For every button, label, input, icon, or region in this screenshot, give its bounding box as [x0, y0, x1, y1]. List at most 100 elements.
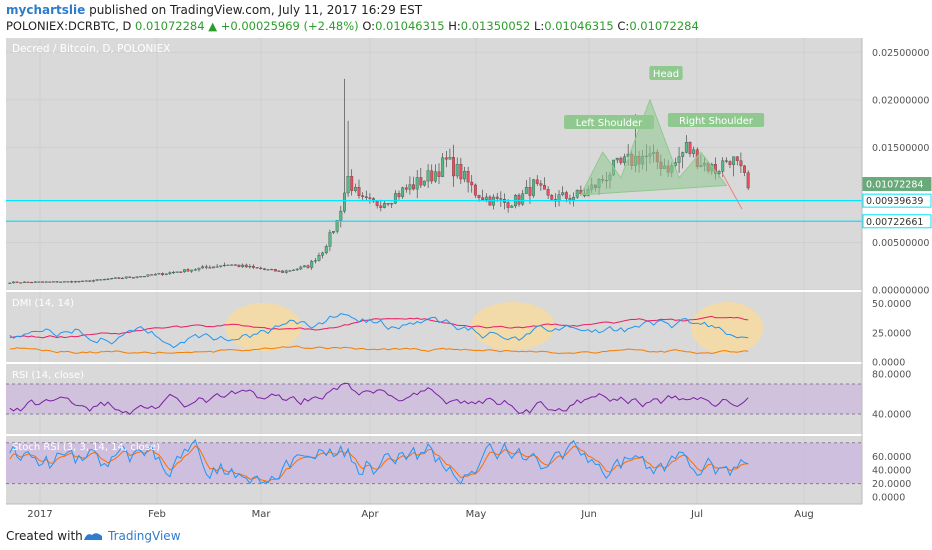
- rsi-title: RSI (14, close): [12, 370, 84, 381]
- candle-body: [317, 255, 321, 261]
- x-tick-label: May: [466, 509, 487, 520]
- candle-body: [310, 261, 314, 268]
- candle-body: [404, 187, 408, 190]
- candle-body: [281, 270, 285, 273]
- candle-body: [244, 264, 248, 268]
- pane-divider: [6, 290, 862, 292]
- candle-body: [150, 274, 154, 276]
- candle-body: [572, 197, 576, 201]
- price-label: 0.00722661: [866, 217, 923, 228]
- support-lines[interactable]: 0.01072284 0.00939639 0.00722661: [6, 177, 932, 229]
- candle-body: [139, 276, 143, 278]
- low-value: 0.01046315: [544, 19, 614, 33]
- publish-line: mychartslie published on TradingView.com…: [6, 3, 422, 17]
- candle-body: [33, 281, 37, 283]
- candle-body: [521, 193, 525, 205]
- y-tick-label: 0.00000000: [872, 286, 929, 297]
- candle-body: [303, 265, 306, 268]
- candle-body: [393, 193, 397, 204]
- price-label: 0.01072284: [866, 180, 923, 191]
- indicator-y-tick: 80.0000: [872, 370, 911, 381]
- candle-body: [273, 269, 277, 272]
- candle-body: [732, 156, 736, 165]
- indicator-y-tick: 40.0000: [872, 410, 911, 421]
- candle-body: [481, 197, 485, 200]
- candle-body: [15, 281, 19, 283]
- candle-body: [19, 282, 23, 284]
- candle-body: [692, 149, 696, 154]
- candle-body: [252, 266, 255, 268]
- price-scale[interactable]: [862, 38, 932, 504]
- candle-body: [535, 179, 539, 184]
- tradingview-link[interactable]: TradingView: [108, 529, 181, 543]
- candle-body: [102, 279, 106, 281]
- head-shoulders-pattern: Left Shoulder Head Right Shoulder: [564, 66, 765, 210]
- candle-body: [350, 176, 354, 191]
- candle-body: [543, 185, 546, 190]
- candle-body: [121, 277, 124, 280]
- candle-body: [117, 277, 121, 279]
- candle-body: [470, 181, 474, 186]
- footer: Created with TradingView: [0, 522, 932, 550]
- candle-body: [222, 264, 226, 267]
- candle-body: [332, 231, 335, 233]
- chart-header: mychartslie published on TradingView.com…: [0, 0, 932, 36]
- candle-body: [59, 281, 63, 283]
- candle-body: [743, 165, 746, 173]
- adx-line: [9, 345, 749, 355]
- chart-area[interactable]: Left Shoulder Head Right Shoulder 0.010722…: [0, 36, 932, 522]
- candle-body: [426, 170, 430, 182]
- price-label-box: [862, 193, 932, 208]
- candle-body: [81, 280, 84, 282]
- candle-body: [201, 266, 205, 269]
- candle-body: [539, 183, 543, 186]
- candle-body: [113, 277, 117, 279]
- candle-body: [73, 281, 77, 283]
- candle-body: [735, 156, 739, 161]
- head-label-bg: [649, 66, 683, 80]
- x-tick-label: Aug: [794, 509, 814, 520]
- candle-body: [295, 268, 299, 271]
- highlight-ellipse: [225, 303, 301, 351]
- candle-body: [164, 273, 168, 275]
- indicator-lines: [9, 313, 749, 485]
- candle-body: [459, 164, 463, 180]
- candle-body: [248, 266, 252, 268]
- candle-body: [437, 171, 441, 177]
- pane-divider: [6, 434, 862, 436]
- candle-body: [161, 273, 165, 275]
- change-text: +0.00025969 (+2.48%): [220, 19, 359, 33]
- x-tick-label: Mar: [252, 509, 272, 520]
- candle-body: [212, 266, 215, 269]
- candle-body: [168, 272, 172, 274]
- candle-body: [364, 196, 368, 198]
- candle-body: [517, 194, 521, 205]
- author-link[interactable]: mychartslie: [6, 3, 86, 17]
- indicator-y-tick: 60.0000: [872, 452, 911, 463]
- candle-body: [241, 264, 245, 267]
- candle-body: [237, 264, 241, 267]
- stoch-k-line: [9, 438, 749, 485]
- candle-body: [401, 187, 405, 197]
- candle-body: [455, 164, 459, 177]
- x-tick-label: Jun: [580, 509, 597, 520]
- candle-body: [386, 203, 390, 205]
- candle-body: [99, 279, 103, 281]
- candle-body: [677, 156, 681, 163]
- candle-body: [263, 268, 266, 270]
- candle-body: [321, 252, 325, 256]
- breakdown-line: [722, 173, 743, 210]
- candle-body: [343, 192, 346, 212]
- candle-body: [193, 269, 197, 271]
- candle-body: [299, 266, 303, 270]
- candle-body: [441, 157, 445, 177]
- candle-body: [532, 179, 536, 196]
- candle-body: [466, 171, 470, 183]
- candle-body: [292, 269, 295, 271]
- pane-dividers[interactable]: [6, 38, 863, 505]
- open-value: 0.01046315: [375, 19, 445, 33]
- candle-body: [48, 281, 52, 283]
- x-tick-label: Jul: [690, 509, 703, 520]
- dmi-highlights: [225, 302, 763, 354]
- highlight-ellipse: [471, 302, 555, 350]
